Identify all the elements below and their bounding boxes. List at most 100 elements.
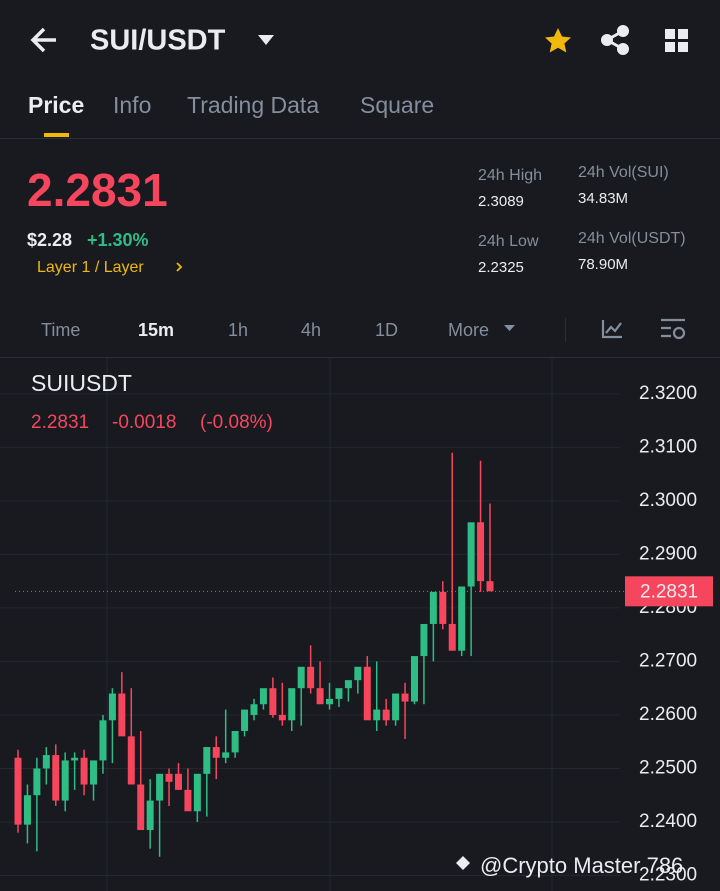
- stat-label: 24h Vol(USDT): [578, 230, 686, 247]
- last-price-tag: [625, 576, 713, 607]
- candle-body: [184, 789, 192, 812]
- stat-label: 24h High: [478, 167, 542, 184]
- candle-body: [259, 688, 267, 705]
- tab[interactable]: Price: [28, 92, 84, 118]
- grid-menu[interactable]: [665, 29, 688, 52]
- interval[interactable]: More: [448, 320, 489, 340]
- price-change: +1.30%: [87, 230, 149, 250]
- candle-body: [118, 693, 126, 737]
- candle-body: [344, 680, 352, 689]
- y-tick-label: 2.2700: [639, 650, 697, 671]
- candle-body: [448, 623, 456, 651]
- candle-body: [33, 768, 41, 796]
- divider: [0, 357, 720, 358]
- back-button[interactable]: [30, 27, 56, 53]
- stat-value: 2.3089: [478, 193, 524, 210]
- candle-body: [23, 795, 31, 825]
- candle-body: [127, 736, 135, 785]
- candle-body: [401, 693, 409, 702]
- y-tick-label: 2.3200: [639, 383, 697, 404]
- watermark-group: @Crypto Master 786: [456, 853, 683, 878]
- y-tick-label: 2.2300: [639, 864, 697, 885]
- stat-value: 34.83M: [578, 190, 628, 207]
- divider: [0, 138, 720, 139]
- pair-title[interactable]: SUI/USDT: [90, 25, 226, 57]
- interval-bar: Time 15m 1h 4h 1D More: [41, 318, 686, 342]
- candle-body: [486, 581, 494, 592]
- candle-body: [392, 693, 400, 721]
- candle-body: [80, 757, 88, 785]
- candle-body: [61, 760, 69, 801]
- y-tick-label: 2.2600: [639, 704, 697, 725]
- share-button[interactable]: [601, 25, 629, 55]
- stats: 24h High 2.3089 24h Vol(SUI) 34.83M 24h …: [478, 164, 686, 276]
- candle-body: [71, 757, 79, 761]
- tabs: Price Info Trading Data Square: [28, 92, 434, 137]
- candle-body: [193, 773, 201, 812]
- candle-body: [278, 714, 286, 721]
- stat-value: 2.2325: [478, 259, 524, 276]
- candle-body: [269, 688, 277, 715]
- candle-body: [165, 773, 173, 782]
- candle-body: [222, 752, 230, 758]
- candle-body: [288, 688, 296, 721]
- settings-button[interactable]: [661, 318, 686, 340]
- candle-body: [14, 757, 22, 825]
- candle-body: [420, 623, 428, 657]
- candle-body: [241, 709, 249, 731]
- favorite-star[interactable]: [545, 28, 571, 53]
- tab[interactable]: Square: [360, 92, 434, 118]
- tag-chevron: [176, 262, 183, 272]
- y-tick-label: 2.2500: [639, 757, 697, 778]
- ticker: 2.2831 $2.28 +1.30% Layer 1 / Layer: [27, 164, 183, 276]
- stat-label: 24h Low: [478, 233, 539, 250]
- candle-body: [458, 586, 466, 651]
- candle-body: [137, 784, 145, 830]
- last-price: 2.2831: [27, 164, 168, 216]
- legend-change: -0.0018: [112, 412, 176, 433]
- interval[interactable]: 15m: [138, 320, 174, 340]
- candle-body: [99, 720, 107, 761]
- y-tick-label: 2.3100: [639, 436, 697, 457]
- interval[interactable]: Time: [41, 320, 80, 340]
- interval[interactable]: 4h: [301, 320, 321, 340]
- more-caret: [504, 325, 515, 331]
- candle-body: [373, 709, 381, 721]
- y-tick-label: 2.2400: [639, 811, 697, 832]
- candle-body: [146, 800, 154, 830]
- candle-body: [52, 755, 60, 801]
- candle-body: [156, 773, 164, 801]
- candle-body: [382, 709, 390, 721]
- candle-body: [439, 591, 447, 624]
- tab[interactable]: Info: [113, 92, 151, 118]
- indicator-button[interactable]: [601, 320, 622, 339]
- candle-body: [231, 730, 239, 753]
- y-tick-label: 2.3000: [639, 490, 697, 511]
- pair-dropdown[interactable]: [258, 35, 274, 45]
- tab[interactable]: Trading Data: [187, 92, 319, 118]
- candle-body: [354, 666, 362, 681]
- legend-price: 2.2831: [31, 412, 89, 433]
- candle-body: [363, 666, 371, 721]
- candle-body: [212, 747, 220, 758]
- category-tag[interactable]: Layer 1 / Layer: [37, 259, 144, 276]
- candle-body: [250, 704, 258, 715]
- candle-body: [335, 688, 343, 699]
- interval[interactable]: 1h: [228, 320, 248, 340]
- stat-label: 24h Vol(SUI): [578, 164, 669, 181]
- candle-body: [42, 755, 50, 769]
- candle-body: [326, 698, 334, 705]
- last-price-label: 2.2831: [640, 581, 698, 602]
- candle-body: [477, 522, 485, 582]
- watermark-logo: [456, 856, 470, 870]
- chart: 2.32002.31002.30002.29002.28002.27002.26…: [0, 358, 713, 891]
- candle-body: [297, 666, 305, 689]
- candle-body: [174, 773, 182, 790]
- top-bar: SUI/USDT: [30, 25, 688, 57]
- candle-body: [316, 688, 324, 705]
- usd-price: $2.28: [27, 230, 72, 250]
- interval[interactable]: 1D: [375, 320, 398, 340]
- tab-indicator: [44, 133, 69, 137]
